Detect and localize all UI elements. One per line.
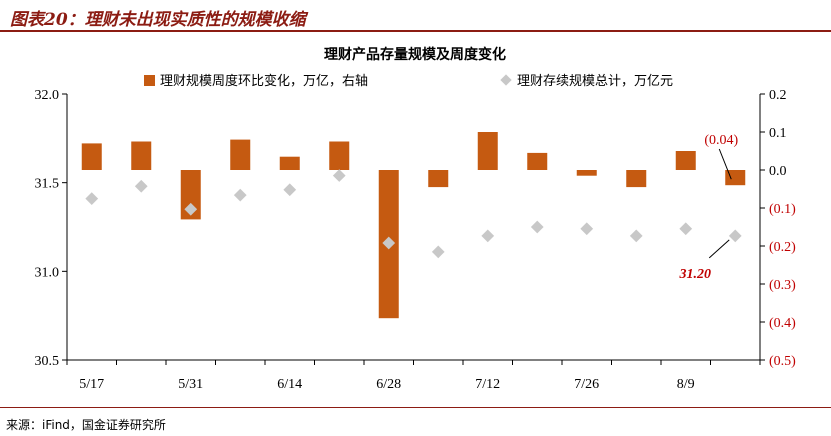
y-left-tick-label: 31.5 (35, 177, 60, 192)
scatter-point (431, 245, 445, 259)
y-right-tick-label: (0.2) (769, 240, 796, 255)
scatter-point (382, 236, 396, 250)
bar (725, 170, 746, 186)
annotations: (0.04) 31.20 (679, 133, 739, 282)
legend-bar-swatch (144, 75, 155, 86)
legend-bar-label: 理财规模周度环比变化，万亿，右轴 (160, 73, 368, 89)
bar (477, 132, 498, 170)
legend-marker-swatch (500, 74, 512, 86)
y-left-tick-label: 31.0 (35, 265, 60, 280)
y-right-tick-label: (0.5) (769, 354, 796, 369)
source-note: 来源：iFind，国金证券研究所 (6, 418, 166, 432)
x-tick-label: 7/26 (574, 377, 599, 392)
scatter-point (283, 183, 297, 197)
x-axis: 5/17 5/31 6/14 6/28 7/12 7/26 8/9 (66, 359, 761, 392)
bar (180, 170, 201, 220)
figure-footer: 来源：iFind，国金证券研究所 (0, 407, 831, 436)
figure-header: 图表20：理财未出现实质性的规模收缩 (0, 0, 831, 32)
bar (279, 156, 300, 170)
bar (527, 152, 548, 170)
y-axis-right: (0.5) (0.4) (0.3) (0.2) (0.1) 0.0 0.1 0.2 (759, 88, 796, 369)
bar (626, 170, 647, 188)
annotation-bar-label: (0.04) (704, 133, 738, 148)
bar (81, 143, 102, 170)
x-tick-label: 6/14 (277, 377, 302, 392)
scatter-point (85, 192, 99, 205)
scatter-point (580, 222, 594, 236)
bar-series (81, 132, 746, 319)
scatter-point (184, 202, 198, 216)
scatter-point (728, 229, 742, 243)
y-axis-left: 30.5 31.0 31.5 32.0 (35, 88, 68, 369)
y-left-tick-label: 32.0 (35, 88, 60, 103)
bar (131, 141, 152, 170)
y-right-tick-label: (0.4) (769, 316, 796, 331)
annotation-leader-marker (708, 239, 730, 259)
y-right-tick-label: (0.1) (769, 202, 796, 217)
figure-title: 图表20：理财未出现实质性的规模收缩 (10, 10, 306, 30)
y-left-tick-label: 30.5 (35, 354, 60, 369)
scatter-point (629, 229, 643, 243)
bar (675, 151, 696, 170)
x-tick-label: 6/28 (376, 377, 401, 392)
y-right-tick-label: (0.3) (769, 278, 796, 293)
y-right-tick-label: 0.1 (769, 126, 787, 141)
scatter-point (233, 188, 247, 202)
x-tick-label: 5/31 (178, 377, 203, 392)
x-tick-label: 8/9 (677, 377, 695, 392)
y-right-tick-label: 0.2 (769, 88, 787, 103)
annotation-marker-label: 31.20 (679, 267, 712, 282)
bar (576, 170, 597, 176)
y-right-tick-label: 0.0 (769, 164, 787, 179)
scatter-point (134, 179, 148, 193)
scatter-point (530, 220, 544, 234)
legend-marker-label: 理财存续规模总计，万亿元 (517, 74, 673, 89)
bar (428, 170, 449, 188)
annotation-leader-bar (718, 148, 732, 180)
chart-title: 理财产品存量规模及周度变化 (324, 46, 506, 63)
x-tick-label: 7/12 (475, 377, 500, 392)
bar (230, 139, 251, 170)
scatter-point (679, 222, 693, 236)
legend: 理财规模周度环比变化，万亿，右轴 理财存续规模总计，万亿元 (144, 73, 673, 89)
bar (329, 141, 350, 170)
chart: 理财产品存量规模及周度变化 理财规模周度环比变化，万亿，右轴 理财存续规模总计，… (35, 46, 797, 392)
scatter-point (332, 169, 346, 182)
x-tick-label: 5/17 (79, 377, 104, 392)
scatter-point (481, 229, 495, 243)
